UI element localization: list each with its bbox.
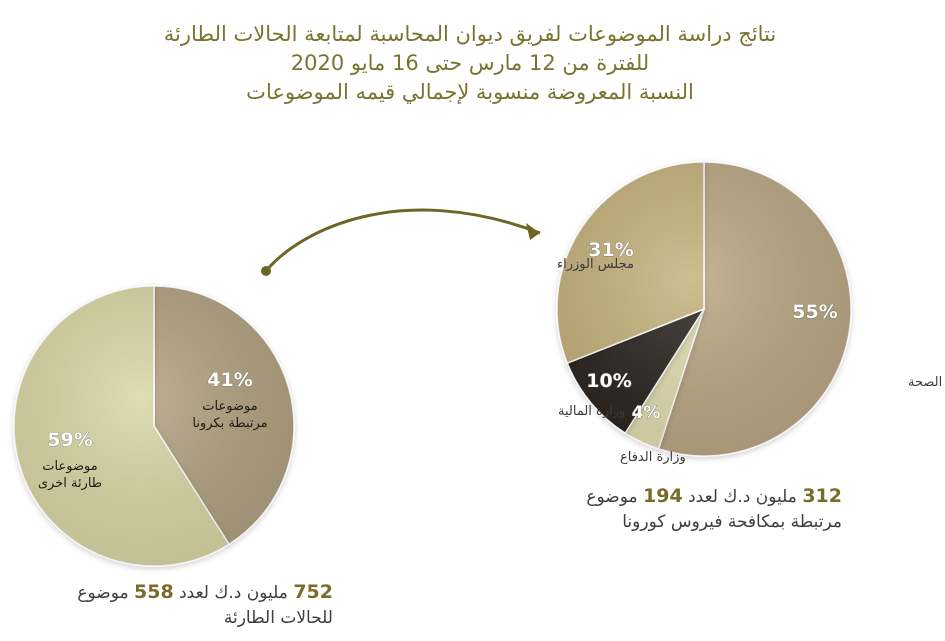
right-pie-category-label: مجلس الوزراء — [557, 257, 634, 272]
right-count: 194 — [643, 485, 683, 507]
left-pie-category-label: موضوعات — [202, 399, 257, 414]
left-pie-category-label: مرتبطة بكرونا — [192, 416, 267, 431]
chart-title-block: نتائج دراسة الموضوعات لفريق ديوان المحاس… — [120, 20, 820, 107]
right-text-a: مليون د.ك لعدد — [688, 487, 797, 507]
left-pie-percent-label: 41% — [207, 369, 252, 391]
left-amount: 752 — [293, 581, 333, 603]
pie-chart-corona-topics: 55% 4%10% 31% وزارة الصحة وزارة الدفاع وزارة … — [556, 161, 945, 465]
left-count: 558 — [134, 581, 174, 603]
title-line-2: للفترة من 12 مارس حتى 16 مايو 2020 — [290, 51, 650, 75]
left-text-b: موضوع — [77, 583, 129, 603]
right-pie-percent-label: 4% — [632, 403, 661, 423]
right-pie-percent-label: 55% — [792, 301, 837, 323]
arrow-head — [526, 223, 540, 240]
arrow-start-dot — [261, 266, 271, 276]
title-line-3: النسبة المعروضة منسوبة لإجمالي قيمه المو… — [246, 80, 694, 104]
right-pie-category-label: وزارة المالية — [558, 404, 625, 419]
left-text-a: مليون د.ك لعدد — [179, 583, 288, 603]
left-pie-percent-label: 59% — [47, 429, 92, 451]
pie-chart-emergency-topics: 41% موضوعات مرتبطة بكرونا 59% موضوعات طارئة ا… — [13, 285, 295, 567]
title-line-1: نتائج دراسة الموضوعات لفريق ديوان المحاس… — [163, 22, 777, 46]
left-caption-line2: للحالات الطارئة — [223, 608, 333, 628]
arrow-curve — [264, 208, 541, 272]
right-pie-percent-label: 31% — [588, 239, 633, 261]
right-amount: 312 — [802, 485, 842, 507]
left-pie-category-label: موضوعات — [42, 459, 97, 474]
right-caption: 312 مليون د.ك لعدد 194 موضوع مرتبطة بمكا… — [586, 484, 842, 535]
right-pie-category-label: وزارة الدفاع — [620, 450, 686, 465]
right-text-b: موضوع — [586, 487, 638, 507]
right-caption-line2: مرتبطة بمكافحة فيروس كورونا — [622, 512, 842, 532]
connector-arrow — [261, 208, 541, 276]
right-pie-percent-label: 10% — [586, 370, 631, 392]
left-pie-category-label: طارئة اخرى — [38, 476, 102, 491]
right-pie-category-label: وزارة الصحة — [908, 375, 945, 390]
left-caption: 752 مليون د.ك لعدد 558 موضوع للحالات الط… — [77, 580, 333, 631]
